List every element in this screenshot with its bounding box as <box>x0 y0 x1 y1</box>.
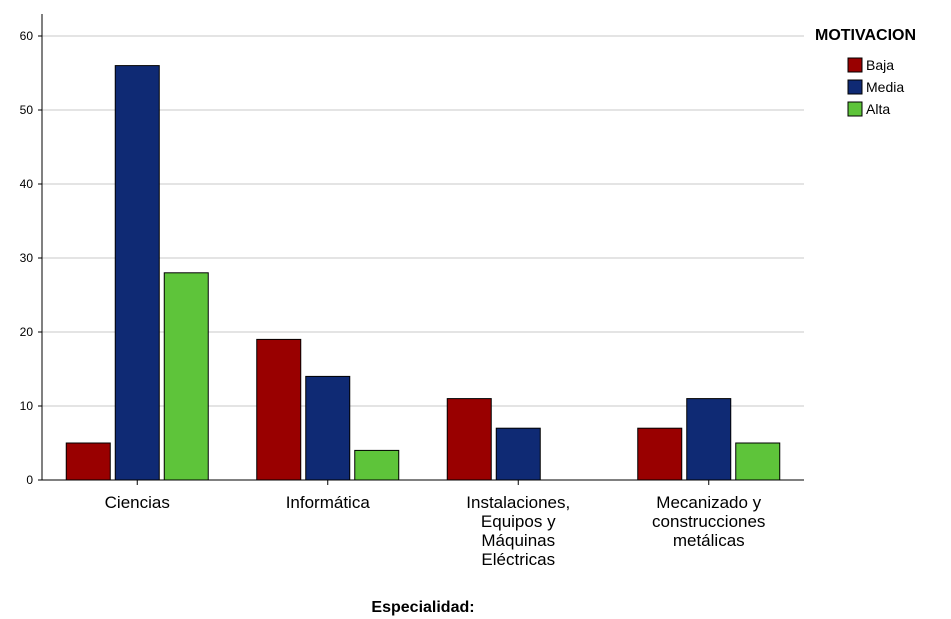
bar-alta-1 <box>354 449 400 481</box>
bar-media-0 <box>114 65 160 481</box>
x-category-label: metálicas <box>673 531 745 550</box>
bar-media-3 <box>686 398 732 481</box>
x-category-label: Máquinas <box>481 531 555 550</box>
y-tick-label: 30 <box>20 251 34 265</box>
bar-media-1 <box>305 375 351 481</box>
x-axis-title: Especialidad: <box>371 599 474 616</box>
y-tick-label: 0 <box>26 473 33 487</box>
legend-swatch-media <box>847 79 863 95</box>
x-category-label: Mecanizado y <box>656 493 761 512</box>
y-tick-label: 60 <box>20 29 34 43</box>
y-tick-label: 40 <box>20 177 34 191</box>
legend-title: MOTIVACION <box>815 27 916 44</box>
legend-label-alta: Alta <box>866 101 890 117</box>
bar-baja-0 <box>65 442 111 481</box>
x-category-label: Informática <box>286 493 371 512</box>
legend-swatch-alta <box>847 101 863 117</box>
x-category-label: Ciencias <box>105 493 170 512</box>
x-axis-categories: Ciencias Informática Instalaciones,Equipos… <box>105 480 765 569</box>
bar-baja-1 <box>256 338 302 481</box>
axes <box>41 14 804 481</box>
y-tick-label: 20 <box>20 325 34 339</box>
bar-alta-3 <box>735 442 781 481</box>
bar-baja-3 <box>637 427 683 481</box>
x-category-label: construcciones <box>652 512 765 531</box>
x-category-label: Eléctricas <box>481 550 555 569</box>
y-tick-label: 10 <box>20 399 34 413</box>
legend-swatch-baja <box>847 57 863 73</box>
bar-baja-2 <box>446 398 492 481</box>
legend: MOTIVACION Baja Media Alta <box>815 27 916 117</box>
legend-label-media: Media <box>866 79 904 95</box>
y-axis-ticks: 0 10 20 30 40 50 60 <box>20 29 42 487</box>
x-category-label: Instalaciones, <box>466 493 570 512</box>
bar-alta-0 <box>163 272 209 481</box>
bar-media-2 <box>495 427 541 481</box>
y-tick-label: 50 <box>20 103 34 117</box>
x-category-label: Equipos y <box>481 512 556 531</box>
bars <box>65 65 781 481</box>
legend-label-baja: Baja <box>866 57 894 73</box>
